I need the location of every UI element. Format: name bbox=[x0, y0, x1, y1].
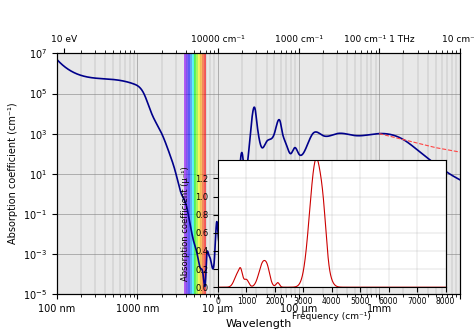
Bar bbox=[188, 53, 190, 294]
Y-axis label: Absorption coefficient (μ⁻¹): Absorption coefficient (μ⁻¹) bbox=[181, 166, 190, 281]
Bar bbox=[190, 53, 192, 294]
Bar bbox=[192, 53, 194, 294]
Bar bbox=[198, 53, 200, 294]
Bar bbox=[184, 53, 186, 294]
X-axis label: Wavelength: Wavelength bbox=[225, 319, 292, 329]
X-axis label: Frequency (cm⁻¹): Frequency (cm⁻¹) bbox=[292, 312, 371, 321]
Bar bbox=[204, 53, 206, 294]
Y-axis label: Absorption coefficient (cm⁻¹): Absorption coefficient (cm⁻¹) bbox=[8, 103, 18, 244]
Bar bbox=[186, 53, 188, 294]
Bar bbox=[196, 53, 198, 294]
Bar bbox=[200, 53, 201, 294]
Bar bbox=[201, 53, 204, 294]
Bar bbox=[194, 53, 196, 294]
